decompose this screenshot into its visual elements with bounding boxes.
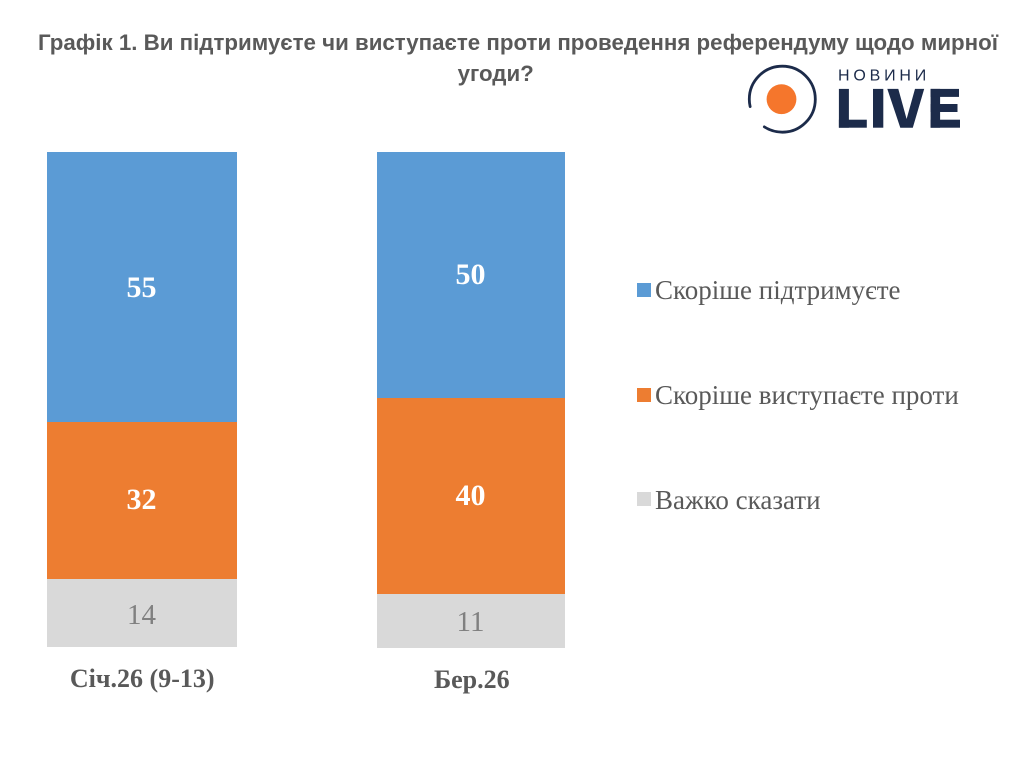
svg-text:НОВИНИ: НОВИНИ: [838, 67, 930, 84]
